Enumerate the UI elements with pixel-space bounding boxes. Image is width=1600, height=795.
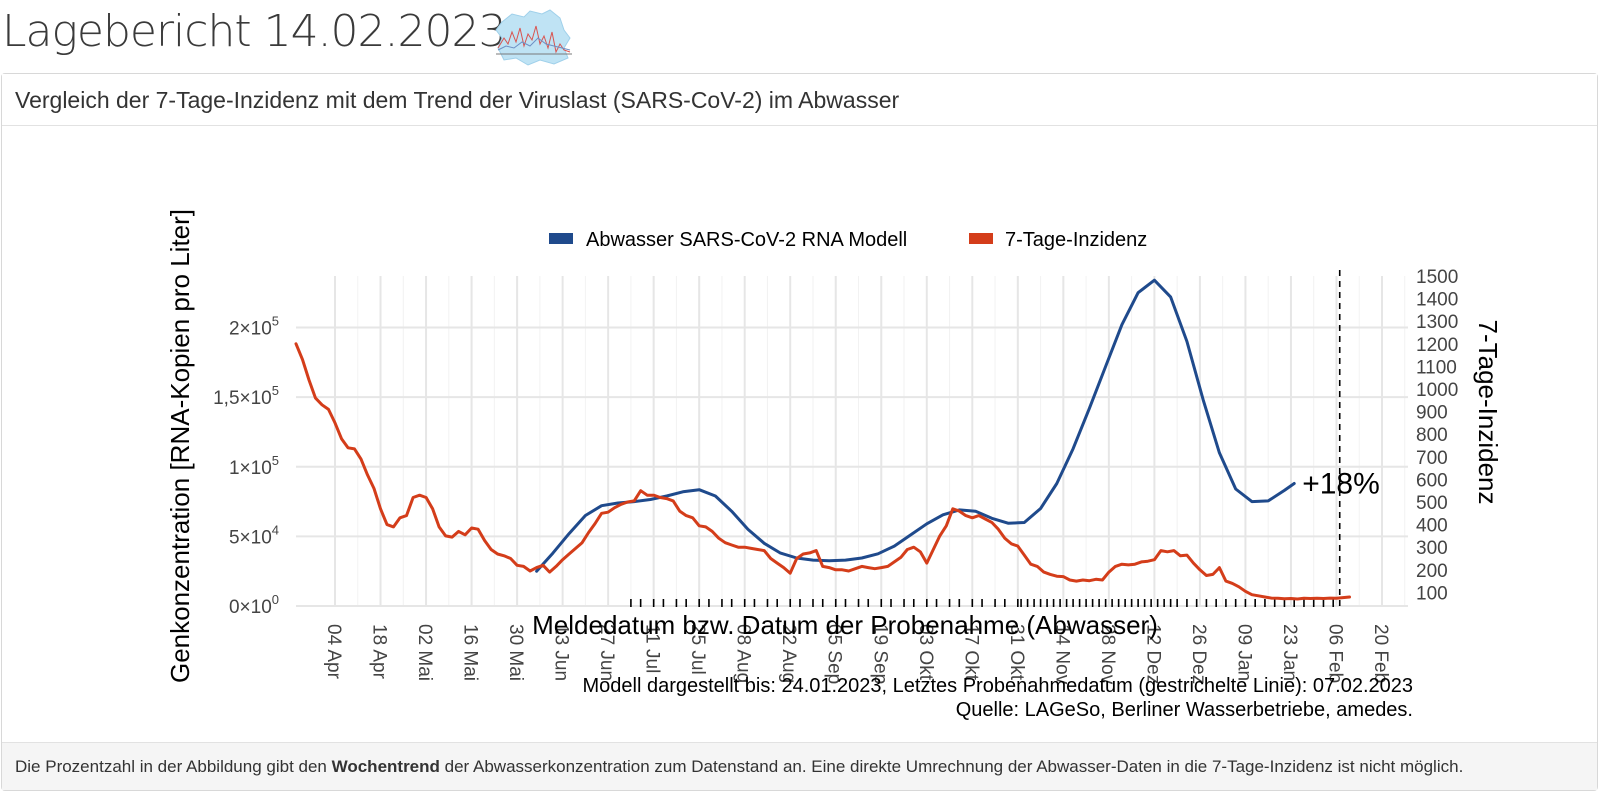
- x-tick-label: 12 Dez: [1142, 624, 1163, 684]
- x-tick-label: 28 Nov: [1097, 624, 1118, 685]
- x-tick-label: 22 Aug: [778, 624, 799, 683]
- caption-line-1: Modell dargestellt bis: 24.01.2023, Letz…: [582, 675, 1413, 697]
- legend-label-abwasser: Abwasser SARS-CoV-2 RNA Modell: [586, 229, 907, 251]
- panel-heading: Vergleich der 7-Tage-Inzidenz mit dem Tr…: [2, 74, 1597, 126]
- series-line-inzidenz: [294, 342, 1351, 601]
- x-tick-label: 27 Jun: [596, 624, 617, 681]
- page-title: Lagebericht 14.02.2023: [2, 6, 507, 57]
- y2-tick-label: 500: [1416, 493, 1448, 514]
- x-tick-label: 03 Okt: [915, 624, 936, 681]
- y2-tick-label: 700: [1416, 448, 1448, 469]
- x-tick-label: 14 Nov: [1051, 624, 1072, 685]
- x-tick-label: 08 Aug: [733, 624, 754, 683]
- y2-tick-label: 100: [1416, 583, 1448, 604]
- y2-tick-label: 400: [1416, 516, 1448, 537]
- y-tick-label: 5×104: [229, 522, 279, 548]
- footer-bold-text: Wochentrend: [331, 757, 440, 776]
- y-tick-label: 1×105: [229, 453, 279, 479]
- x-tick-label: 06 Feb: [1324, 624, 1345, 683]
- y2-tick-label: 1400: [1416, 290, 1458, 311]
- panel-footer: Die Prozentzahl in der Abbildung gibt de…: [2, 742, 1597, 790]
- y2-tick-label: 1000: [1416, 380, 1458, 401]
- x-tick-label: 19 Sep: [869, 624, 890, 684]
- page-header: Lagebericht 14.02.2023: [0, 0, 1600, 72]
- x-tick-label: 20 Feb: [1370, 624, 1391, 683]
- x-tick-label: 18 Apr: [369, 624, 390, 680]
- x-tick-label: 17 Okt: [960, 624, 981, 681]
- legend-label-inzidenz: 7-Tage-Inzidenz: [1005, 229, 1147, 251]
- x-tick-label: 11 Jul: [642, 624, 663, 673]
- caption-line-2: Quelle: LAGeSo, Berliner Wasserbetriebe,…: [956, 699, 1413, 721]
- y2-tick-label: 1300: [1416, 312, 1458, 333]
- legend-swatch-inzidenz: [969, 233, 993, 244]
- x-tick-label: 04 Apr: [323, 624, 344, 680]
- berlin-map-chart-icon: [495, 9, 572, 66]
- panel-footer-text: Die Prozentzahl in der Abbildung gibt de…: [15, 757, 1464, 776]
- trend-annotation: +18%: [1302, 467, 1380, 500]
- legend: Abwasser SARS-CoV-2 RNA Modell 7-Tage-In…: [549, 229, 1147, 251]
- x-tick-label: 26 Dez: [1188, 624, 1209, 684]
- y-axis-label: Genkonzentration [RNA-Kopien pro Liter]: [165, 209, 195, 683]
- x-tick-label: 23 Jan: [1279, 624, 1300, 681]
- y2-tick-label: 200: [1416, 561, 1448, 582]
- x-tick-label: 16 Mai: [460, 624, 481, 681]
- chart: 04 Apr 18 Apr 02 Mai 16 Mai 30 Mai 13 Jun 27 J…: [165, 209, 1503, 721]
- y2-tick-label: 1200: [1416, 335, 1458, 356]
- x-tick-label: 02 Mai: [414, 624, 435, 681]
- y2-tick-label: 600: [1416, 470, 1448, 491]
- sample-date-rug: [630, 599, 1335, 607]
- y-tick-label: 2×105: [229, 314, 279, 340]
- axis-ticks: 04 Apr 18 Apr 02 Mai 16 Mai 30 Mai 13 Jun 27 J…: [213, 267, 1458, 685]
- series-line-abwasser: [535, 278, 1296, 573]
- series: [294, 278, 1351, 601]
- x-axis-label: Meldedatum bzw. Datum der Probenahme (Ab…: [532, 610, 1158, 640]
- grid: [296, 276, 1408, 607]
- panel-heading-text: Vergleich der 7-Tage-Inzidenz mit dem Tr…: [15, 87, 900, 113]
- plot-background: [296, 276, 1408, 606]
- x-tick-label: 05 Sep: [824, 624, 845, 684]
- chart-panel: Vergleich der 7-Tage-Inzidenz mit dem Tr…: [1, 73, 1598, 791]
- y-tick-label: 1,5×105: [213, 383, 279, 409]
- y2-tick-label: 1100: [1416, 357, 1457, 378]
- x-tick-label: 25 Jul: [687, 624, 708, 675]
- legend-swatch-abwasser: [549, 233, 573, 244]
- x-tick-label: 31 Okt: [1006, 624, 1027, 681]
- y2-axis-label: 7-Tage-Inzidenz: [1473, 320, 1503, 505]
- y2-tick-label: 1500: [1416, 267, 1458, 288]
- x-tick-label: 13 Jun: [551, 624, 572, 681]
- x-tick-label: 09 Jan: [1233, 624, 1254, 681]
- x-tick-label: 30 Mai: [505, 624, 526, 681]
- y2-tick-label: 800: [1416, 425, 1448, 446]
- y-tick-label: 0×100: [229, 592, 279, 618]
- y2-tick-label: 300: [1416, 538, 1448, 559]
- y2-tick-label: 900: [1416, 403, 1448, 424]
